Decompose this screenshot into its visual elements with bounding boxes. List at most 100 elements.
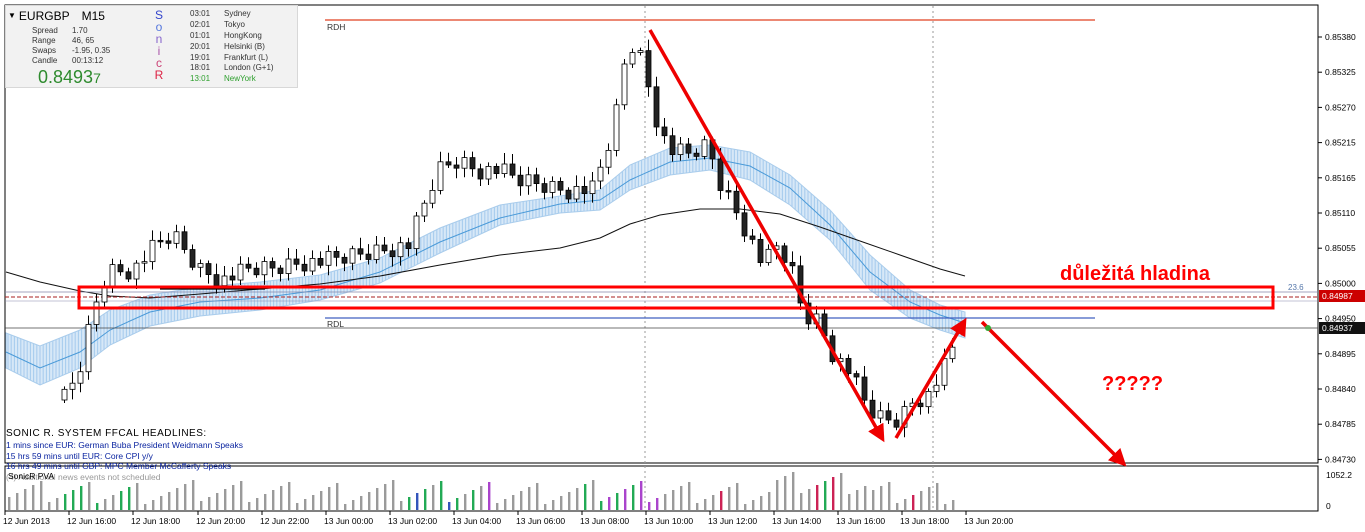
candle-bearish: [165, 240, 172, 244]
pva-bar: [360, 496, 363, 510]
candle-bearish: [277, 267, 284, 274]
pva-bar: [384, 484, 387, 510]
time-tick-label: 13 Jun 14:00: [772, 516, 821, 526]
candle-bullish: [549, 180, 556, 193]
drawn-arrow-down[interactable]: [648, 29, 885, 443]
news-item[interactable]: 15 hrs 59 mins until EUR: Core CPI y/y: [6, 450, 153, 461]
rdh-label: RDH: [327, 22, 345, 32]
pva-bar: [792, 472, 795, 510]
pva-bar: [552, 500, 555, 510]
pva-bar: [8, 497, 11, 510]
pva-bar: [848, 494, 851, 510]
pva-bar: [288, 482, 291, 510]
pva-bar: [528, 487, 531, 510]
pva-bar: [40, 481, 43, 510]
candle-bearish: [213, 274, 220, 287]
pva-bar: [408, 497, 411, 510]
pva-bar: [592, 480, 595, 510]
candle-bullish: [677, 143, 684, 155]
candle-bullish: [197, 263, 204, 268]
news-item[interactable]: 16 hrs 49 mins until GBP: MPC Member McC…: [6, 461, 232, 472]
pva-bar: [944, 504, 947, 510]
candle-bullish: [765, 248, 772, 263]
news-footer: (4) Additional news events not scheduled: [6, 472, 161, 483]
time-tick-label: 13 Jun 10:00: [644, 516, 693, 526]
pva-bar: [24, 489, 27, 510]
candle-bullish: [413, 215, 420, 249]
pva-bar: [168, 492, 171, 510]
pva-bar: [776, 480, 779, 510]
pva-bar: [16, 493, 19, 510]
drawn-arrow-projection[interactable]: [980, 320, 1127, 467]
stat-row: Candle 00:13:12: [32, 56, 104, 65]
candle-bearish: [565, 189, 572, 200]
time-tick-label: 12 Jun 2013: [3, 516, 50, 526]
candle-bullish: [133, 262, 140, 280]
drawn-arrow-up[interactable]: [894, 317, 967, 439]
candle-bullish: [437, 161, 444, 191]
time-tick-label: 13 Jun 02:00: [388, 516, 437, 526]
pva-bar: [432, 485, 435, 510]
candle-bullish: [525, 174, 532, 187]
pva-bar: [232, 485, 235, 510]
price-tag-level-bg: [1319, 290, 1365, 302]
candle-bearish: [333, 250, 340, 258]
candle-bearish: [541, 183, 548, 193]
candle-bearish: [789, 261, 796, 267]
pva-bar: [600, 501, 603, 510]
session-row: 01:01 HongKong: [190, 30, 262, 40]
time-tick-label: 12 Jun 22:00: [260, 516, 309, 526]
candle-bearish: [845, 357, 852, 374]
price-tick-label: 0.85380: [1325, 32, 1356, 42]
sonic-letter: c: [156, 56, 162, 70]
candle-bullish: [309, 257, 316, 272]
pva-bar: [160, 496, 163, 510]
candle-bearish: [469, 157, 476, 170]
pva-bar: [688, 482, 691, 510]
sonic-letter: S: [154, 8, 163, 22]
pva-bar: [272, 490, 275, 510]
candle-bearish: [389, 250, 396, 258]
pva-bar: [352, 500, 355, 510]
pva-bar: [568, 492, 571, 510]
candle-bearish: [405, 242, 412, 250]
pva-bar: [312, 495, 315, 510]
candle-bullish: [397, 242, 404, 258]
pva-bar: [336, 483, 339, 510]
candle-bearish: [253, 267, 260, 276]
candle-bearish: [781, 245, 788, 263]
pva-bar: [840, 473, 843, 510]
price-tick-label: 0.84840: [1325, 384, 1356, 394]
candle-bullish: [69, 382, 76, 390]
pva-bar: [496, 503, 499, 510]
pva-bar: [824, 481, 827, 510]
candle-bearish: [125, 271, 132, 280]
pva-bar: [664, 494, 667, 510]
sonic-letter: n: [155, 32, 163, 46]
candle-bullish: [349, 248, 356, 264]
pva-bar: [752, 500, 755, 510]
candle-bullish: [941, 358, 948, 386]
candle-bullish: [701, 139, 708, 157]
dropdown-triangle-icon[interactable]: ▼: [8, 11, 16, 20]
pva-bar: [648, 502, 651, 510]
candlesticks: [61, 39, 956, 438]
price-tick-label: 0.85110: [1325, 208, 1355, 218]
news-item[interactable]: 1 mins since EUR: German Buba President …: [6, 439, 244, 450]
symbol-header[interactable]: ▼ EURGBP M15: [8, 9, 105, 23]
candle-bullish: [629, 52, 636, 65]
pva-bar: [280, 486, 283, 510]
candle-bullish: [373, 244, 380, 260]
candle-bullish: [149, 239, 156, 263]
news-title: SONIC R. SYSTEM FFCAL HEADLINES:: [6, 428, 207, 439]
time-tick-label: 13 Jun 12:00: [708, 516, 757, 526]
pva-bar: [704, 499, 707, 510]
pva-bar: [672, 490, 675, 510]
session-row: 03:01 Sydney: [190, 9, 251, 18]
key-level-box[interactable]: [77, 285, 1275, 310]
pva-bar: [880, 486, 883, 510]
price-tick-label: 0.85055: [1325, 243, 1356, 253]
candle-bullish: [85, 324, 92, 373]
